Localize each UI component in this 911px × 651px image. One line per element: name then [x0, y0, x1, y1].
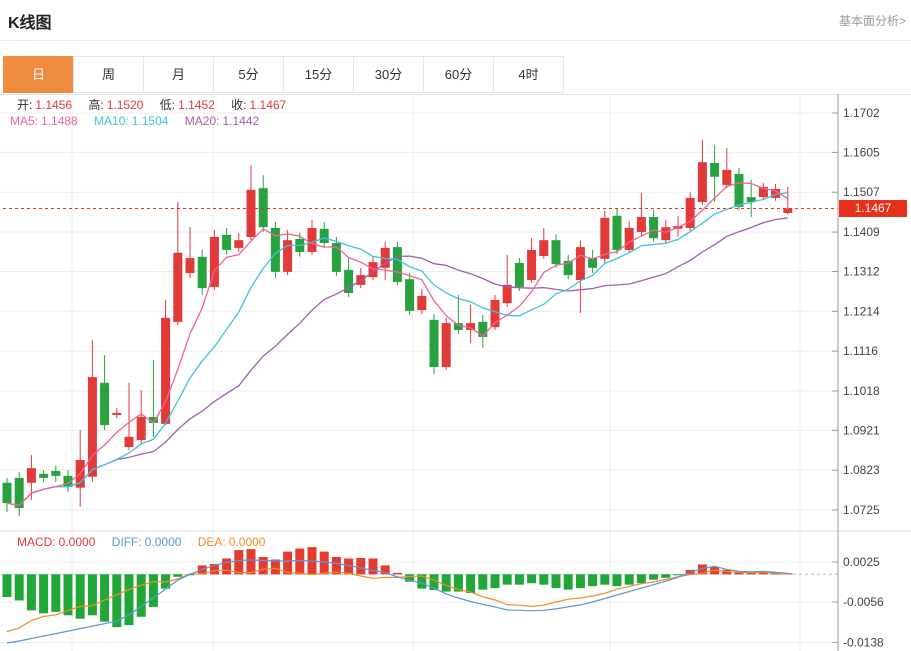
ma10-value: 1.1504: [131, 114, 169, 128]
ma5-label: MA5:: [10, 114, 39, 128]
low-label: 低:: [159, 98, 176, 112]
close-value: 1.1467: [249, 98, 287, 112]
ma5-value: 1.1488: [41, 114, 78, 128]
ma20-value: 1.1442: [222, 114, 260, 128]
fundamental-analysis-link[interactable]: 基本面分析>: [838, 14, 906, 28]
tab-日[interactable]: 日: [3, 56, 74, 93]
svg-text:1.1214: 1.1214: [843, 304, 880, 318]
tab-60分[interactable]: 60分: [423, 56, 494, 93]
svg-text:-0.0138: -0.0138: [843, 635, 884, 649]
dea-value: 0.0000: [228, 535, 266, 549]
low-value: 1.1452: [178, 98, 215, 112]
tab-5分[interactable]: 5分: [213, 56, 284, 93]
svg-text:1.1409: 1.1409: [843, 225, 880, 239]
tab-30分[interactable]: 30分: [353, 56, 424, 93]
ma10-label: MA10:: [94, 114, 129, 128]
svg-text:1.1702: 1.1702: [843, 106, 880, 120]
current-price-tag: 1.1467: [839, 200, 907, 218]
macd-legend: MACD: 0.0000 DIFF: 0.0000 DEA: 0.0000: [17, 535, 278, 549]
tab-15分[interactable]: 15分: [283, 56, 354, 93]
svg-text:1.1116: 1.1116: [843, 344, 878, 358]
svg-text:-0.0056: -0.0056: [843, 595, 884, 609]
svg-text:0.0025: 0.0025: [843, 555, 880, 569]
tab-4时[interactable]: 4时: [493, 56, 564, 93]
svg-text:1.1312: 1.1312: [843, 264, 880, 278]
open-label: 开:: [17, 98, 33, 112]
chart-area: 1.1702 1.1605 1.1507 1.1409 1.1312 1.1214 1.11…: [0, 94, 911, 651]
svg-text:1.0725: 1.0725: [843, 503, 880, 517]
svg-text:1.1018: 1.1018: [843, 384, 880, 398]
ma20-label: MA20:: [184, 114, 220, 128]
kline-chart-canvas[interactable]: 1.1702 1.1605 1.1507 1.1409 1.1312 1.1214 1.11…: [0, 94, 911, 651]
macd-label: MACD:: [17, 535, 56, 549]
ma-legend: MA5: 1.1488 MA10: 1.1504 MA20: 1.1442: [10, 114, 272, 128]
tab-周[interactable]: 周: [73, 56, 144, 93]
open-value: 1.1456: [35, 98, 73, 112]
macd-value: 0.0000: [58, 535, 96, 549]
svg-text:1.1605: 1.1605: [843, 145, 880, 159]
high-label: 高:: [88, 98, 104, 112]
svg-text:1.1507: 1.1507: [843, 185, 880, 199]
diff-value: 0.0000: [144, 535, 182, 549]
high-value: 1.1520: [106, 98, 144, 112]
ohlc-legend: 开: 1.1456 高: 1.1520 低: 1.1452 收: 1.1467: [17, 96, 299, 113]
svg-text:1.0921: 1.0921: [843, 423, 880, 437]
page-title: K线图: [8, 15, 52, 32]
close-label: 收:: [231, 98, 247, 112]
interval-tabbar: 日周月 5分 15分 30分 60分 4时: [3, 56, 564, 93]
dea-label: DEA:: [197, 535, 226, 549]
diff-label: DIFF:: [111, 535, 142, 549]
svg-text:1.0823: 1.0823: [843, 463, 880, 477]
tab-月[interactable]: 月: [143, 56, 214, 93]
page-header: K线图 基本面分析>: [0, 0, 911, 41]
